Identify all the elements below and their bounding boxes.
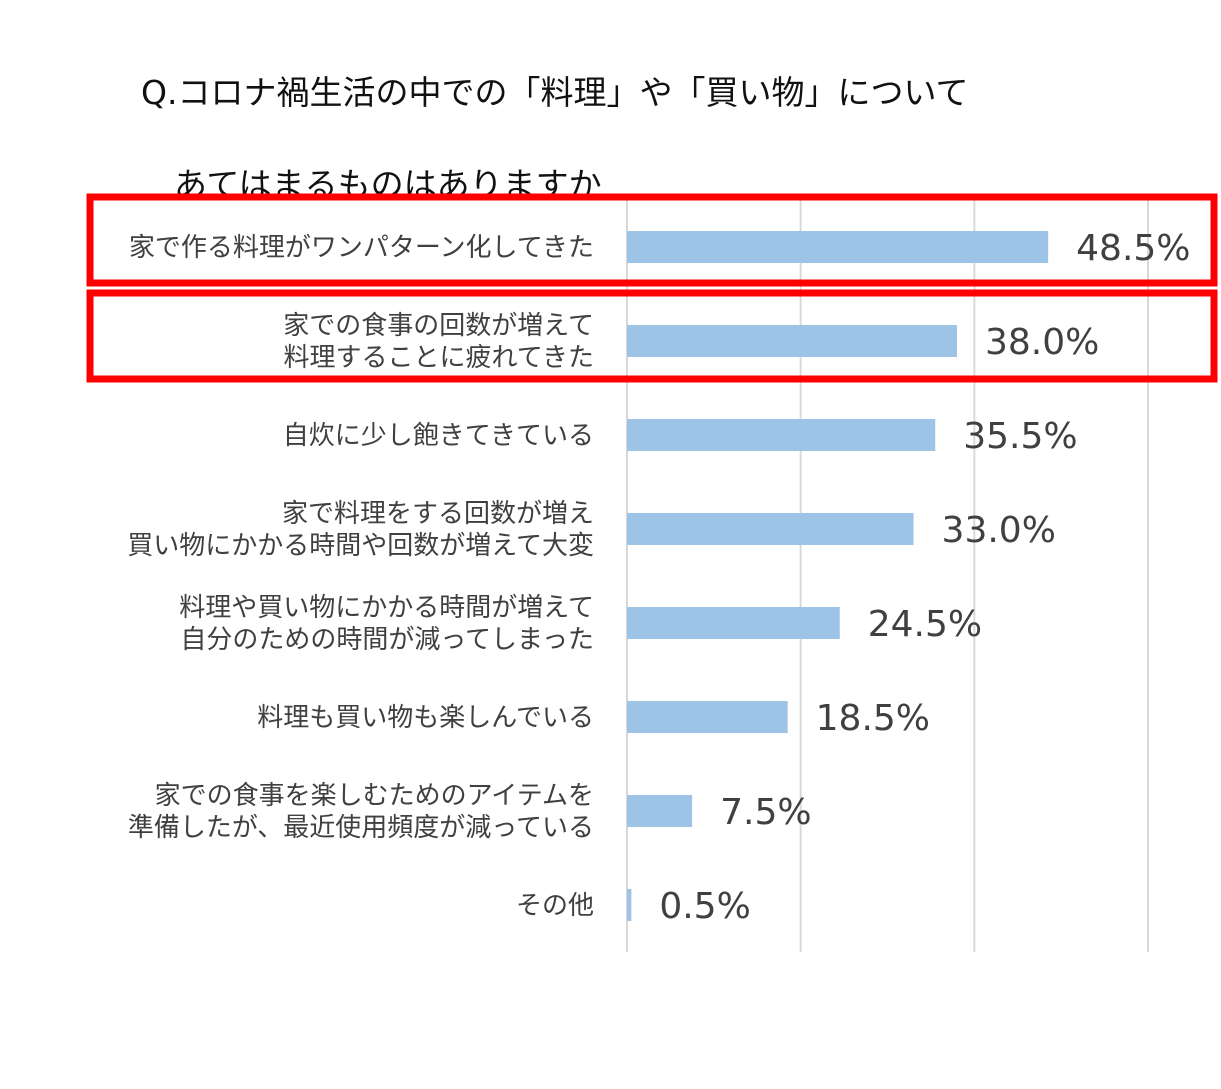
value-label-1: 38.0% (985, 322, 1099, 363)
bar-1 (627, 325, 957, 357)
highlight-box-1 (86, 289, 1218, 383)
category-label-6-line-1: 家での食事を楽しむためのアイテムを (155, 781, 594, 811)
bar-3 (627, 513, 914, 545)
value-label-0: 48.5% (1076, 228, 1190, 269)
bar-0 (627, 231, 1049, 263)
value-label-7: 0.5% (659, 886, 750, 927)
category-label-7: その他 (516, 891, 594, 921)
bar-7 (627, 889, 632, 921)
category-label-4-line-1: 料理や買い物にかかる時間が増えて (179, 593, 594, 623)
category-label-5: 料理も買い物も楽しんでいる (257, 703, 594, 733)
bar-6 (627, 795, 693, 827)
value-label-5: 18.5% (816, 698, 930, 739)
value-label-3: 33.0% (942, 510, 1056, 551)
highlight-box-0 (86, 193, 1218, 287)
value-label-2: 35.5% (963, 416, 1077, 457)
category-label-0: 家で作る料理がワンパターン化してきた (129, 233, 594, 263)
category-label-6-line-2: 準備したが、最近使用頻度が減っている (128, 813, 594, 843)
category-label-1-line-2: 料理することに疲れてきた (284, 343, 594, 373)
bar-4 (627, 607, 840, 639)
category-label-4-line-2: 自分のための時間が減ってしまった (180, 625, 594, 655)
category-label-3-line-2: 買い物にかかる時間や回数が増えて大変 (127, 531, 594, 561)
value-label-6: 7.5% (720, 792, 811, 833)
title-line-1: Q.コロナ禍生活の中での「料理」や「買い物」について (140, 73, 969, 112)
bar-5 (627, 701, 788, 733)
chart-title: Q.コロナ禍生活の中での「料理」や「買い物」について あてはまるものはありますか (120, 24, 968, 254)
category-label-3-line-1: 家で料理をする回数が増え (282, 499, 594, 529)
category-label-1-line-1: 家での食事の回数が増えて (283, 311, 594, 341)
value-label-4: 24.5% (868, 604, 982, 645)
bar-2 (627, 419, 936, 451)
category-label-2: 自炊に少し飽きてきている (283, 421, 594, 451)
